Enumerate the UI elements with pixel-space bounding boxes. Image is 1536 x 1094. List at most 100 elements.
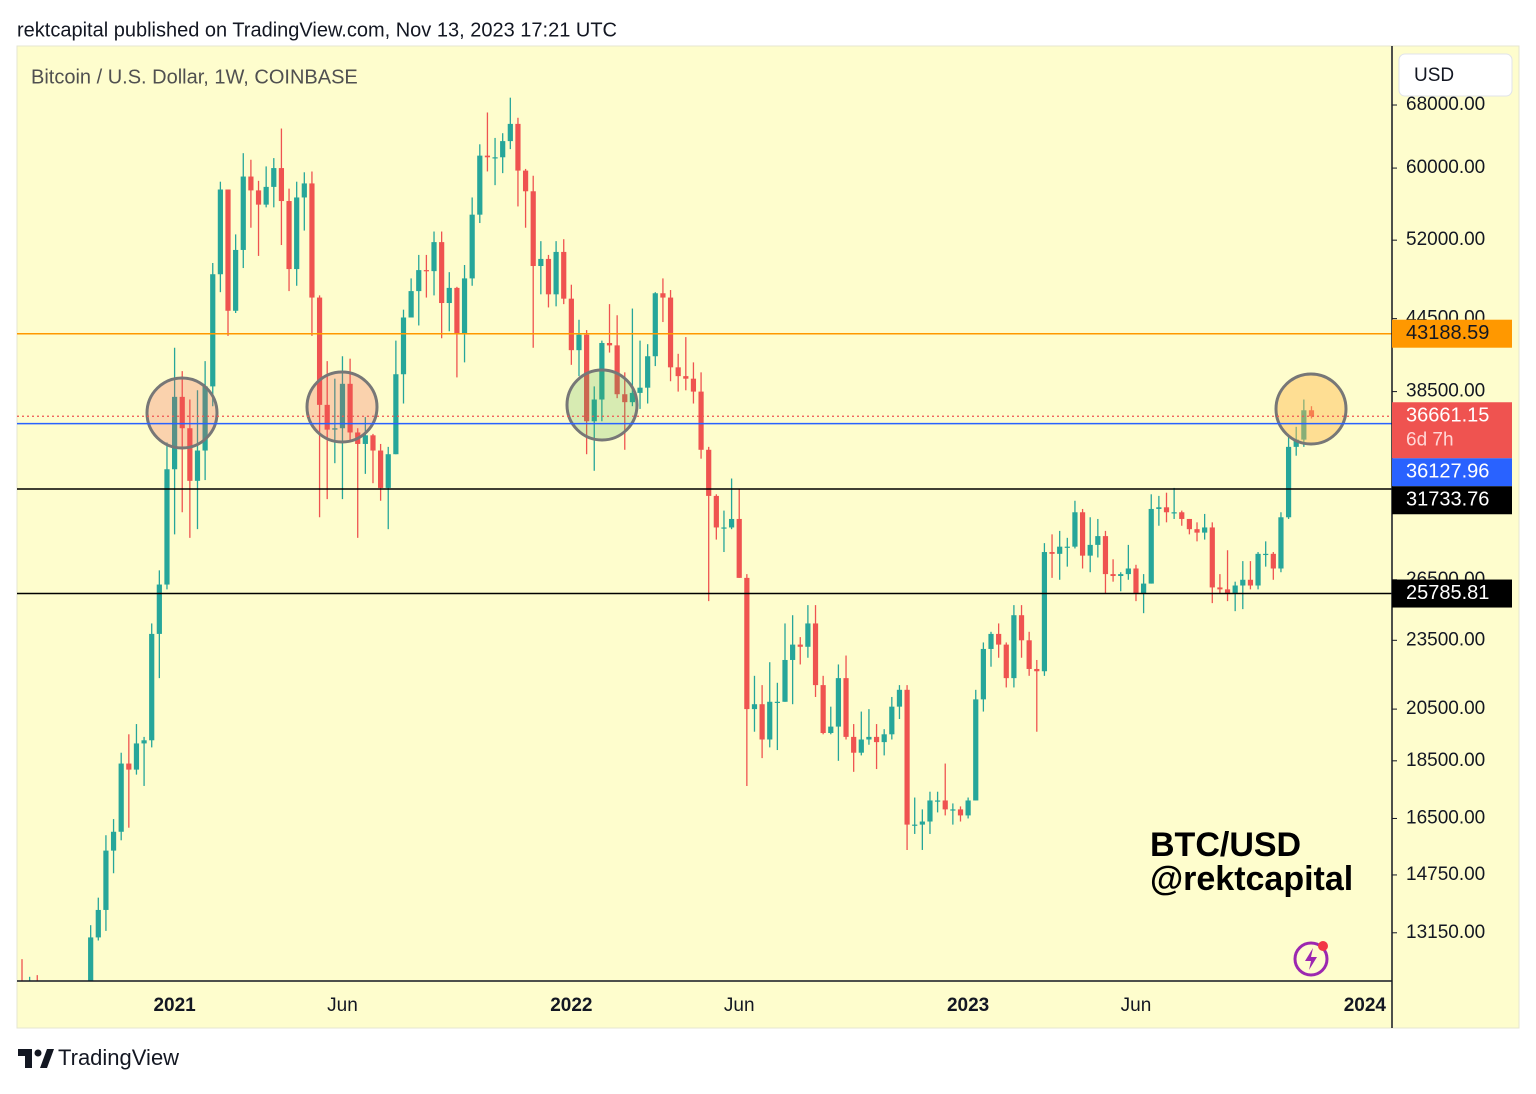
currency-button[interactable] [1398, 53, 1513, 97]
candle-body [835, 678, 842, 727]
candle-body [896, 689, 903, 707]
candle-body [584, 334, 590, 422]
tradingview-logo [18, 1049, 54, 1068]
candle-body [1186, 518, 1192, 530]
candle-body [591, 399, 597, 422]
price-line-box [1392, 486, 1512, 515]
candle-body [904, 689, 910, 825]
candle-body [1057, 546, 1063, 554]
candle-body [713, 495, 719, 528]
candle-body [362, 435, 368, 444]
highlight-circle [565, 368, 639, 442]
candle-body [1308, 410, 1315, 417]
watermark-line: BTC/USD [1150, 826, 1301, 864]
candle-body [1232, 585, 1238, 594]
candle-body [210, 274, 216, 387]
highlight-circle [1274, 372, 1348, 446]
candle-body [942, 800, 948, 810]
candle-body [1202, 527, 1208, 533]
x-tick-label: Jun [327, 995, 358, 1016]
highlight-circle [305, 370, 379, 444]
candle-body [820, 685, 826, 734]
candle-body [1156, 507, 1162, 509]
candle-body [492, 157, 498, 159]
candle-body [1141, 583, 1147, 594]
alert-icon-dot[interactable] [1318, 941, 1328, 951]
alert-icon-ring[interactable] [1293, 941, 1329, 977]
currency-label[interactable]: USD [1414, 65, 1454, 86]
candle-body [782, 659, 788, 702]
candle-body [431, 242, 437, 272]
candle-body [141, 740, 147, 744]
candle-body [454, 287, 460, 334]
candle-body [957, 809, 964, 816]
candle-body [721, 527, 727, 529]
candle-body [530, 191, 536, 267]
candle-body [202, 386, 208, 451]
candle-body [1209, 527, 1215, 588]
candle-body [507, 123, 513, 142]
candle-body [194, 450, 201, 481]
candle-body [118, 763, 124, 832]
candle-body [294, 197, 300, 270]
candle-body [996, 633, 1002, 645]
alert-icon-bolt[interactable] [1305, 948, 1317, 970]
candle-body [873, 736, 880, 743]
price-line-label: 25785.81 [1406, 582, 1489, 604]
candle-body [400, 317, 407, 375]
candle-body [805, 623, 811, 647]
candle-body [172, 396, 178, 470]
candle-body [660, 293, 666, 298]
price-line-box [1392, 458, 1512, 487]
alert-icon[interactable] [1293, 941, 1329, 977]
candle-body [744, 577, 750, 710]
candle-body [233, 249, 239, 311]
candle-body [614, 345, 620, 395]
candle-body [416, 270, 422, 292]
candle-body [652, 293, 658, 357]
y-tick-label: 18500.00 [1406, 750, 1485, 771]
candle-body [286, 201, 292, 270]
candle-body [423, 270, 429, 272]
candle-body [65, 1033, 70, 1038]
candle-body [1064, 546, 1070, 548]
publish-header: rektcapital published on TradingView.com… [17, 19, 617, 41]
candle-body [1240, 579, 1246, 586]
candle-body [378, 450, 384, 488]
candle-body [576, 334, 582, 351]
candle-body [698, 391, 704, 450]
footer-brand: TradingView [58, 1045, 179, 1070]
candle-body [1125, 568, 1131, 575]
candle-body [1224, 589, 1231, 594]
chart-background [16, 45, 1520, 1029]
price-line-box [1392, 319, 1512, 348]
candle-body [866, 736, 872, 740]
candle-body [1079, 512, 1086, 556]
y-tick-label: 60000.00 [1406, 157, 1485, 178]
candle-body [1278, 517, 1284, 569]
candle-body [225, 189, 231, 311]
candle-body [1247, 579, 1254, 586]
candle-body [759, 704, 765, 740]
candle-body [935, 800, 941, 802]
candle-body [858, 739, 864, 753]
candle-body [149, 633, 155, 741]
watermark-line: @rektcapital [1150, 860, 1353, 898]
candle-body [103, 850, 109, 910]
candle-body [606, 342, 613, 346]
candle-body [622, 394, 628, 403]
candle-body [484, 155, 491, 158]
logo-mark [18, 1049, 54, 1068]
candle-body [538, 258, 544, 267]
candle-body [1255, 553, 1261, 586]
candle-body [1171, 512, 1177, 514]
candle-body [1293, 439, 1299, 447]
candle-body [393, 374, 399, 455]
candle-body [446, 287, 452, 304]
candle-body [1018, 615, 1025, 641]
x-tick-label: 2023 [947, 995, 989, 1016]
highlight-circle [145, 376, 219, 450]
candle-body [1133, 568, 1139, 594]
candle-body [164, 469, 170, 585]
